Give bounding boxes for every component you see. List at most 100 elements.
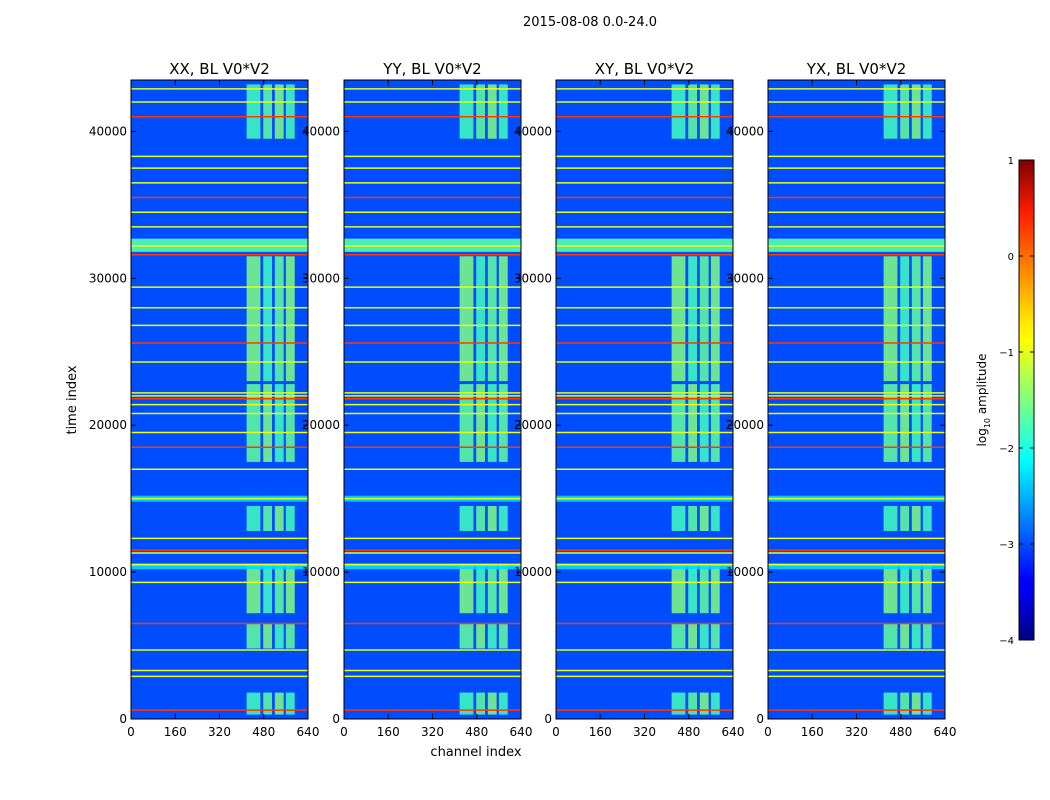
rfi-block [476,692,486,715]
x-tick-label: 480 [889,725,912,739]
y-tick-label: 20000 [302,418,340,432]
rfi-block [922,506,932,531]
rfi-block [498,84,508,139]
rfi-block [274,384,284,462]
rfi-block [900,384,910,462]
y-tick-label: 10000 [89,565,127,579]
rfi-block [900,623,910,649]
rfi-block [710,692,720,715]
rfi-block [487,564,497,614]
x-tick-label: 0 [552,725,560,739]
rfi-block [459,384,474,462]
colorbar-tick-label: −4 [999,636,1014,647]
rfi-block [476,506,486,531]
x-axis-label: channel index [430,745,521,760]
rfi-block [487,84,497,139]
rfi-block [710,84,720,139]
rfi-block [263,506,273,531]
rfi-block [688,623,698,649]
colorbar-tick-label: −2 [999,444,1014,455]
rfi-block [671,564,686,614]
y-tick-label: 10000 [302,565,340,579]
rfi-block [710,506,720,531]
rfi-block [476,623,486,649]
rfi-block [688,384,698,462]
rfi-block [498,564,508,614]
rfi-block [911,84,921,139]
rfi-block [671,692,686,715]
y-axis-label: time index [65,365,80,434]
x-tick-label: 0 [340,725,348,739]
rfi-block [498,623,508,649]
rfi-block [476,384,486,462]
rfi-block [699,384,709,462]
rfi-block [459,84,474,139]
rfi-block [900,84,910,139]
rfi-block [883,564,898,614]
rfi-block [498,256,508,382]
rfi-block [911,256,921,382]
rfi-block [671,84,686,139]
x-tick-label: 160 [589,725,612,739]
rfi-block [487,256,497,382]
y-tick-label: 30000 [302,271,340,285]
rfi-block [246,623,261,649]
bright-band [768,563,945,570]
rfi-block [487,506,497,531]
rfi-block [274,84,284,139]
rfi-block [699,623,709,649]
rfi-block [459,506,474,531]
panel-title: XX, BL V0*V2 [169,60,270,78]
y-tick-label: 40000 [302,124,340,138]
rfi-block [671,384,686,462]
colorbar: 1 0 −1 −2 −3 −4 [999,156,1035,647]
rfi-block [246,692,261,715]
rfi-block [487,384,497,462]
rfi-block [263,384,273,462]
rfi-block [922,623,932,649]
rfi-block [285,256,295,382]
x-tick-label: 320 [208,725,231,739]
x-tick-label: 480 [252,725,275,739]
bright-band [556,563,733,570]
x-tick-label: 160 [164,725,187,739]
heatmap-panel-0: XX, BL V0*V2 0 160 320 480 640 0 10000 20000 3000… [89,60,320,739]
colorbar-tick-label: 0 [1008,252,1014,263]
rfi-block [688,84,698,139]
panel-title: YX, BL V0*V2 [806,60,907,78]
rfi-block [459,692,474,715]
y-tick-label: 40000 [514,124,552,138]
x-tick-label: 0 [764,725,772,739]
rfi-block [911,384,921,462]
rfi-block [699,564,709,614]
panels: XX, BL V0*V2 0 160 320 480 640 0 10000 20000 3000… [89,60,957,739]
rfi-block [688,256,698,382]
rfi-block [285,84,295,139]
y-tick-label: 40000 [726,124,764,138]
rfi-block [699,256,709,382]
rfi-block [688,692,698,715]
rfi-block [498,506,508,531]
y-tick-label: 10000 [514,565,552,579]
panel-title: YY, BL V0*V2 [382,60,481,78]
rfi-block [922,384,932,462]
x-tick-label: 0 [127,725,135,739]
y-tick-label: 20000 [514,418,552,432]
rfi-block [710,564,720,614]
rfi-block [476,564,486,614]
rfi-block [263,692,273,715]
rfi-block [274,256,284,382]
y-tick-label: 40000 [89,124,127,138]
rfi-block [688,564,698,614]
rfi-block [459,623,474,649]
rfi-block [883,384,898,462]
y-tick-label: 0 [756,712,764,726]
rfi-block [710,256,720,382]
rfi-block [476,84,486,139]
rfi-block [274,692,284,715]
rfi-block [246,506,261,531]
rfi-block [263,84,273,139]
y-tick-label: 20000 [726,418,764,432]
rfi-block [671,623,686,649]
